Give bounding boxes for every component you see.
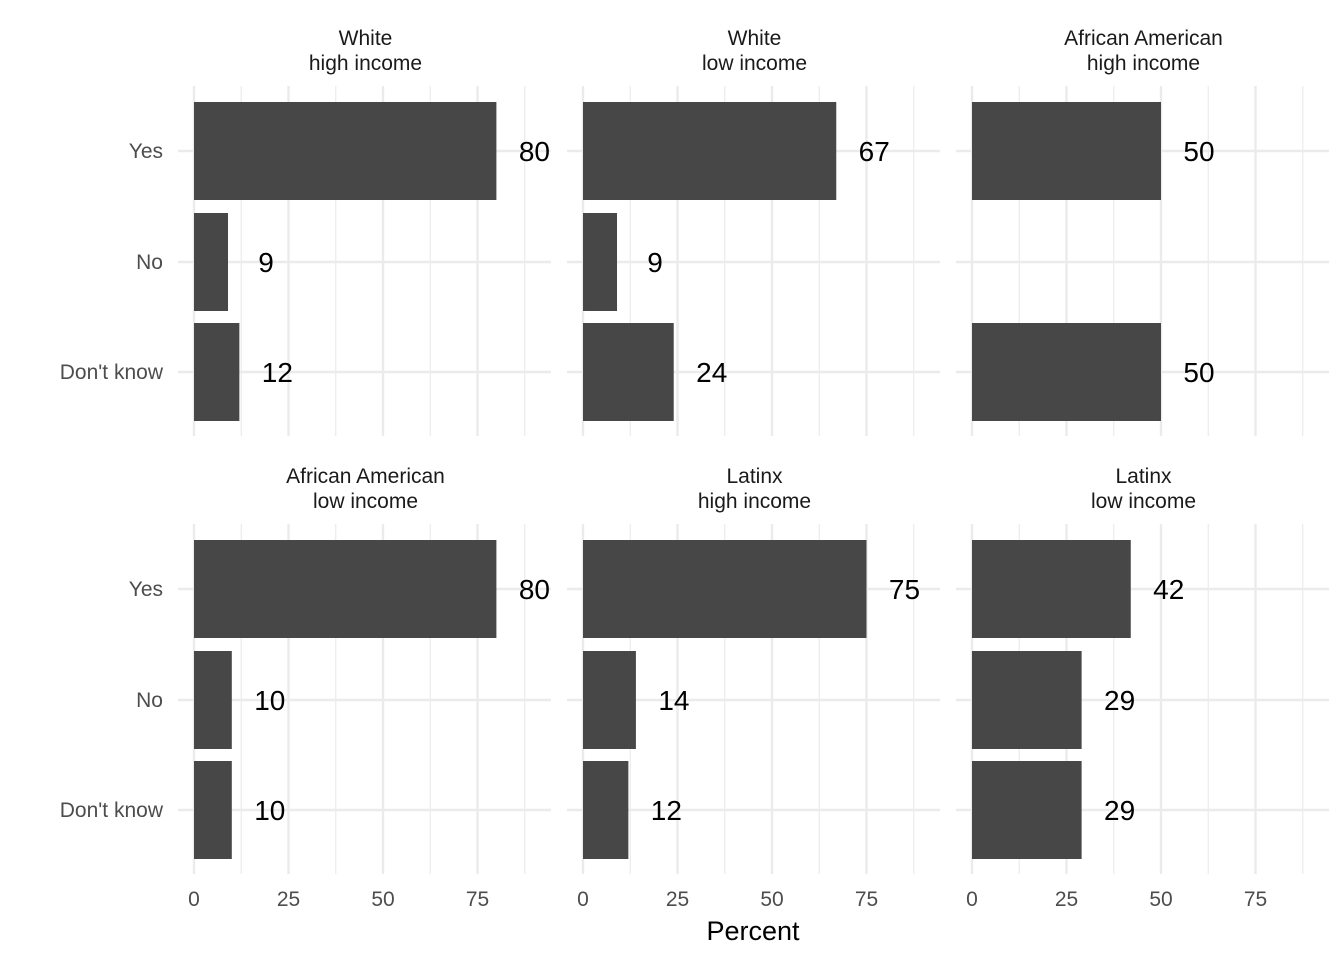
bar-no [583, 651, 636, 749]
category-label: Don't know [60, 799, 164, 822]
panel-strip-sublabel: high income [309, 52, 422, 75]
x-tick-label: 25 [1055, 888, 1078, 911]
data-label: 12 [651, 795, 682, 826]
data-label: 50 [1183, 136, 1214, 167]
x-tick-label: 50 [1149, 888, 1172, 911]
x-axis-title: Percent [706, 916, 800, 946]
data-label: 80 [519, 574, 550, 605]
panel-strip-sublabel: high income [698, 490, 811, 513]
bar-no [972, 651, 1082, 749]
category-label: No [136, 251, 163, 274]
panel-strip-sublabel: low income [702, 52, 807, 75]
panel-strip-sublabel: high income [1087, 52, 1200, 75]
panel-strip-label: Latinx [1115, 465, 1172, 488]
x-tick-label: 0 [966, 888, 978, 911]
data-label: 10 [254, 795, 285, 826]
panel-strip-sublabel: low income [313, 490, 418, 513]
x-tick-label: 0 [577, 888, 589, 911]
x-tick-label: 25 [277, 888, 300, 911]
bar-don-t-know [194, 323, 240, 421]
bar-no [194, 651, 232, 749]
panel-strip-label: African American [286, 465, 445, 488]
data-label: 50 [1183, 357, 1214, 388]
x-tick-label: 25 [666, 888, 689, 911]
panel-strip-sublabel: low income [1091, 490, 1196, 513]
bar-yes [194, 540, 497, 638]
category-label: Yes [129, 578, 163, 601]
bar-yes [583, 540, 867, 638]
panel-strip-label: African American [1064, 27, 1223, 50]
x-tick-label: 75 [466, 888, 489, 911]
bar-yes [972, 540, 1131, 638]
data-label: 67 [859, 136, 890, 167]
data-label: 75 [889, 574, 920, 605]
bar-yes [972, 102, 1161, 200]
data-label: 12 [262, 357, 293, 388]
bar-don-t-know [583, 323, 674, 421]
panel-strip-label: White [339, 27, 393, 50]
panel-strip-label: White [728, 27, 782, 50]
data-label: 80 [519, 136, 550, 167]
panel-strip-label: Latinx [726, 465, 783, 488]
data-label: 9 [647, 247, 663, 278]
x-tick-label: 75 [855, 888, 878, 911]
bar-don-t-know [583, 761, 629, 859]
data-label: 29 [1104, 795, 1135, 826]
bar-no [583, 213, 618, 311]
category-label: Yes [129, 140, 163, 163]
x-tick-label: 75 [1244, 888, 1267, 911]
data-label: 14 [658, 685, 689, 716]
bar-yes [583, 102, 837, 200]
data-label: 29 [1104, 685, 1135, 716]
bar-yes [194, 102, 497, 200]
data-label: 10 [254, 685, 285, 716]
bar-don-t-know [194, 761, 232, 859]
data-label: 42 [1153, 574, 1184, 605]
data-label: 24 [696, 357, 727, 388]
bar-don-t-know [972, 323, 1161, 421]
x-tick-label: 0 [188, 888, 200, 911]
data-label: 9 [258, 247, 274, 278]
bar-don-t-know [972, 761, 1082, 859]
category-label: No [136, 689, 163, 712]
bar-no [194, 213, 229, 311]
category-label: Don't know [60, 361, 164, 384]
x-tick-label: 50 [371, 888, 394, 911]
x-tick-label: 50 [760, 888, 783, 911]
